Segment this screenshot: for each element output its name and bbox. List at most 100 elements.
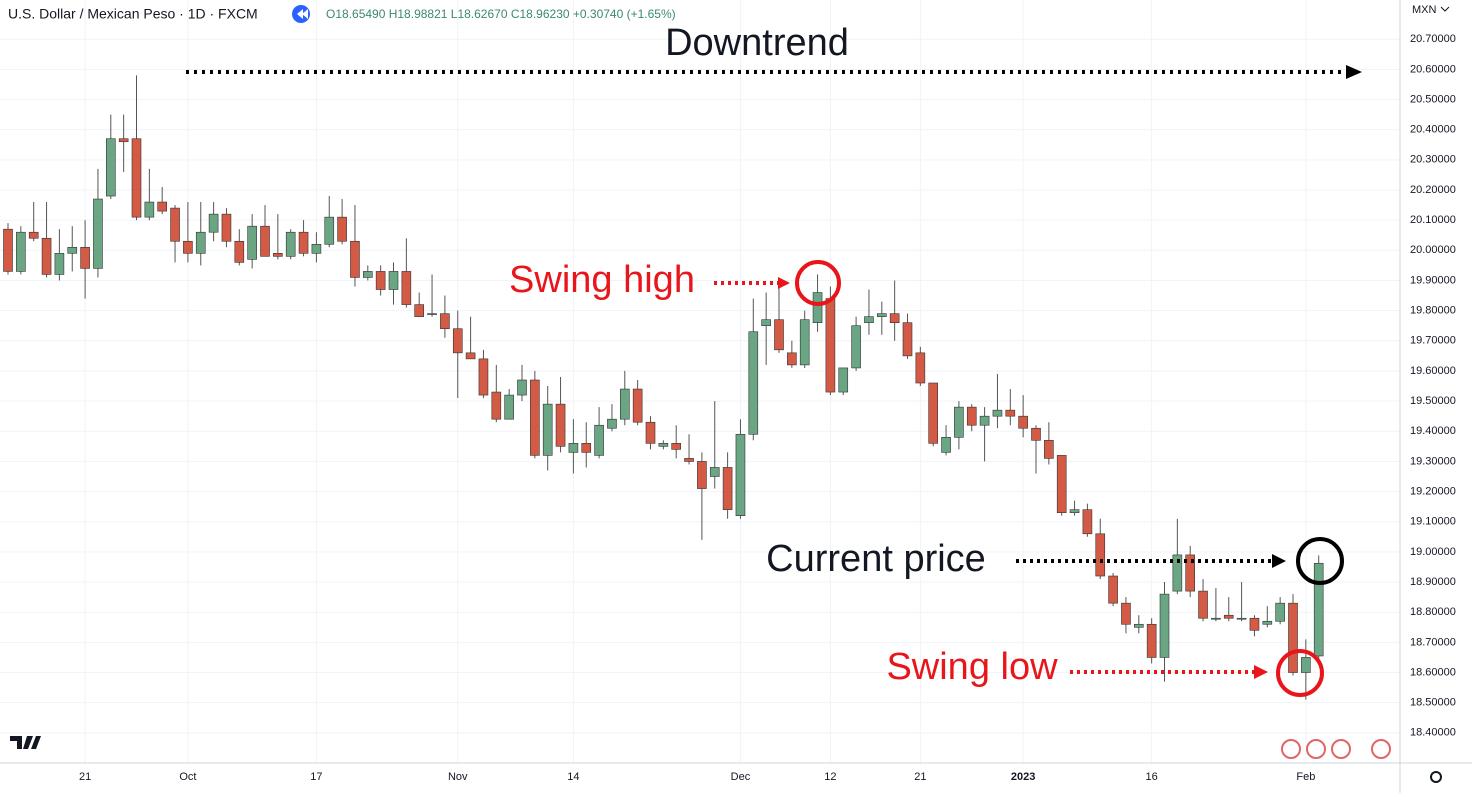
candle-body [440,313,450,330]
flag-icon[interactable] [1306,739,1326,759]
candle-body [1056,455,1067,513]
candle-body [375,271,386,290]
candle-body [1159,593,1170,658]
candle-body [1108,575,1118,604]
currency-dropdown[interactable] [1440,6,1450,12]
candle-body [478,358,489,396]
arrowhead [778,277,790,289]
candle-body [902,322,913,357]
candle-body [1082,509,1093,535]
y-tick-label: 19.40000 [1410,425,1456,437]
candle-body [491,391,502,420]
candle-body [966,406,977,426]
x-tick-label: 12 [824,771,836,783]
candle-body [774,319,784,351]
y-tick-label: 18.90000 [1410,576,1456,588]
y-tick-label: 18.60000 [1410,666,1456,678]
candle-body [632,388,643,423]
candle-body [812,292,823,323]
candle-body [748,331,759,435]
candle-body [170,207,180,242]
candle-body [401,271,412,305]
y-tick-label: 18.50000 [1410,697,1456,709]
candle-body [851,325,861,369]
candle-body [1044,440,1054,459]
candle-body [504,394,514,420]
x-tick-label: 21 [79,771,91,783]
candle-body [1249,617,1260,631]
candle-body [1069,509,1080,513]
candle-body [362,271,373,278]
y-tick-label: 18.70000 [1410,636,1456,648]
x-tick-label: 16 [1146,771,1158,783]
y-tick-label: 19.20000 [1410,485,1456,497]
event-flags [1281,739,1391,759]
candle-body [1236,617,1247,620]
y-tick-label: 20.20000 [1410,184,1456,196]
x-tick-label: Nov [448,771,468,783]
x-tick-label: 21 [914,771,926,783]
candle-body [144,201,155,218]
currency-label[interactable]: MXN [1412,4,1437,16]
x-tick-label: Oct [179,771,196,783]
flag-icon[interactable] [1371,739,1391,759]
candle-body [41,237,52,275]
swing-high-circle [795,260,841,306]
candle-body [93,198,103,269]
swing-low-circle [1276,649,1324,697]
candle-body [915,352,926,384]
x-tick-label: 2023 [1011,771,1035,783]
candle-body [825,298,836,393]
candle-body [581,443,592,453]
candle-body [864,316,874,323]
annotation-current-price: Current price [766,538,986,580]
flag-icon[interactable] [1281,739,1301,759]
y-tick-label: 19.50000 [1410,395,1456,407]
candle-body [80,246,90,269]
candle-body [427,313,437,315]
candle-body [658,443,669,447]
y-tick-label: 20.70000 [1410,33,1456,45]
y-tick-label: 19.10000 [1410,516,1456,528]
candle-body [3,228,13,272]
candle-body [234,240,245,263]
y-tick-label: 20.60000 [1410,63,1456,75]
candle-body [530,379,540,456]
tradingview-logo[interactable] [10,736,41,749]
flag-icon[interactable] [1331,739,1351,759]
candle-body [555,403,566,447]
candle-body [311,243,322,254]
candle-body [1262,620,1273,625]
candle-body [118,138,129,143]
candle-body [684,458,694,462]
x-tick-label: Dec [731,771,751,783]
x-tick-label: 17 [310,771,322,783]
candle-body [54,253,65,275]
candle-body [517,379,527,396]
arrowhead [1254,665,1268,679]
candle-body [1301,657,1311,673]
candle-body [1198,590,1208,619]
candle-body [183,240,193,254]
y-tick-label: 20.30000 [1410,154,1456,166]
candle-body [697,461,707,489]
y-tick-label: 20.50000 [1410,93,1456,105]
candle-body [594,424,604,456]
candle-body [735,433,746,517]
y-tick-label: 19.80000 [1410,305,1456,317]
candle-body [1121,602,1131,625]
candle-body [221,213,232,242]
settings-icon[interactable] [1430,771,1442,783]
ohlc-values: O18.65490 H18.98821 L18.62670 C18.96230 … [326,7,676,21]
candle-body [607,418,617,429]
candle-body [337,216,347,242]
y-tick-label: 20.10000 [1410,214,1456,226]
candle-body [16,231,26,272]
candle-body [941,436,951,453]
candle-body [195,231,206,254]
candle-body [1095,533,1106,577]
annotation-swing-high: Swing high [509,259,695,301]
candle-body [1134,623,1144,628]
candle-body [273,253,283,257]
